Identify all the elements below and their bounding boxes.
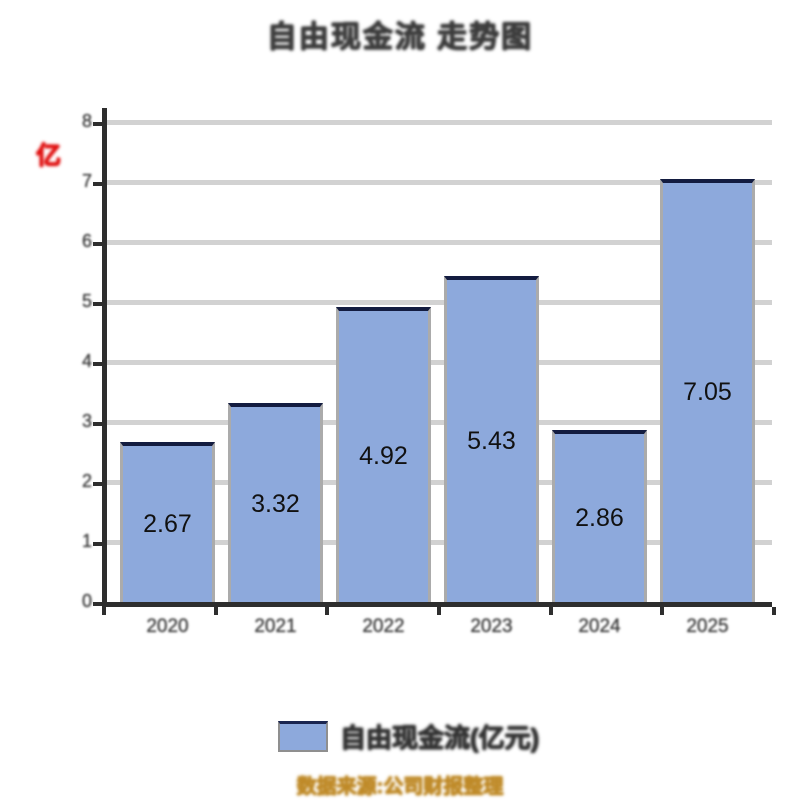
gridline-y8 bbox=[107, 120, 772, 125]
x-tick-mark bbox=[102, 607, 106, 615]
y-axis-line bbox=[102, 108, 107, 607]
x-tick-mark bbox=[437, 607, 441, 615]
chart-title: 自由现金流 走势图 bbox=[266, 21, 534, 54]
gridline-y2 bbox=[107, 480, 772, 485]
y-tick-mark bbox=[93, 482, 102, 486]
y-tick-label-2: 2 bbox=[81, 471, 92, 491]
x-category-label-2023: 2023 bbox=[470, 616, 513, 637]
y-tick-mark bbox=[93, 422, 102, 426]
gridline-y5 bbox=[107, 300, 772, 305]
legend: 自由现金流(亿元) bbox=[278, 718, 539, 755]
y-tick-label-7: 7 bbox=[81, 171, 92, 191]
gridline-y3 bbox=[107, 420, 772, 425]
bar-2024: 2.86 bbox=[552, 430, 647, 602]
y-tick-label-1: 1 bbox=[81, 531, 92, 551]
x-tick-mark bbox=[660, 607, 664, 615]
y-tick-label-0: 0 bbox=[81, 591, 92, 611]
y-tick-label-4: 4 bbox=[81, 351, 92, 371]
y-axis-unit-label: 亿 bbox=[36, 142, 62, 170]
y-tick-mark bbox=[93, 362, 102, 366]
bar-2020: 2.67 bbox=[120, 442, 215, 602]
bar-value-label: 3.32 bbox=[251, 490, 300, 518]
x-tick-mark bbox=[214, 607, 218, 615]
x-category-label-2020: 2020 bbox=[146, 616, 189, 637]
y-tick-mark bbox=[93, 302, 102, 306]
bar-2021: 3.32 bbox=[228, 403, 323, 602]
gridline-y4 bbox=[107, 360, 772, 365]
gridline-y7 bbox=[107, 180, 772, 185]
bar-value-label: 4.92 bbox=[359, 442, 408, 470]
x-tick-mark bbox=[325, 607, 329, 615]
bar-value-label: 2.67 bbox=[143, 509, 192, 538]
y-tick-label-8: 8 bbox=[81, 111, 92, 131]
y-tick-label-3: 3 bbox=[81, 411, 92, 431]
bar-value-label: 5.43 bbox=[467, 426, 516, 455]
legend-label: 自由现金流(亿元) bbox=[340, 723, 540, 753]
bar-2025: 7.05 bbox=[660, 179, 755, 602]
legend-swatch bbox=[278, 721, 328, 752]
x-category-label-2025: 2025 bbox=[686, 616, 729, 637]
y-tick-label-6: 6 bbox=[81, 231, 92, 251]
y-tick-mark bbox=[93, 242, 102, 246]
gridline-y6 bbox=[107, 240, 772, 245]
x-axis-line bbox=[102, 602, 772, 607]
x-category-label-2022: 2022 bbox=[362, 616, 405, 637]
x-category-label-2021: 2021 bbox=[254, 616, 297, 637]
gridline-y1 bbox=[107, 540, 772, 545]
source-note: 数据来源:公司财报整理 bbox=[296, 776, 504, 798]
bar-value-label: 2.86 bbox=[575, 503, 624, 532]
bar-value-label: 7.05 bbox=[683, 378, 732, 406]
x-tick-mark bbox=[772, 607, 776, 615]
y-tick-mark bbox=[93, 182, 102, 186]
y-tick-mark bbox=[93, 542, 102, 546]
bar-2022: 4.92 bbox=[336, 307, 431, 602]
x-tick-mark bbox=[549, 607, 553, 615]
x-category-label-2024: 2024 bbox=[578, 616, 621, 637]
y-tick-mark bbox=[93, 602, 102, 606]
bar-2023: 5.43 bbox=[444, 276, 539, 602]
y-tick-label-5: 5 bbox=[81, 291, 92, 311]
y-tick-mark bbox=[93, 122, 102, 126]
